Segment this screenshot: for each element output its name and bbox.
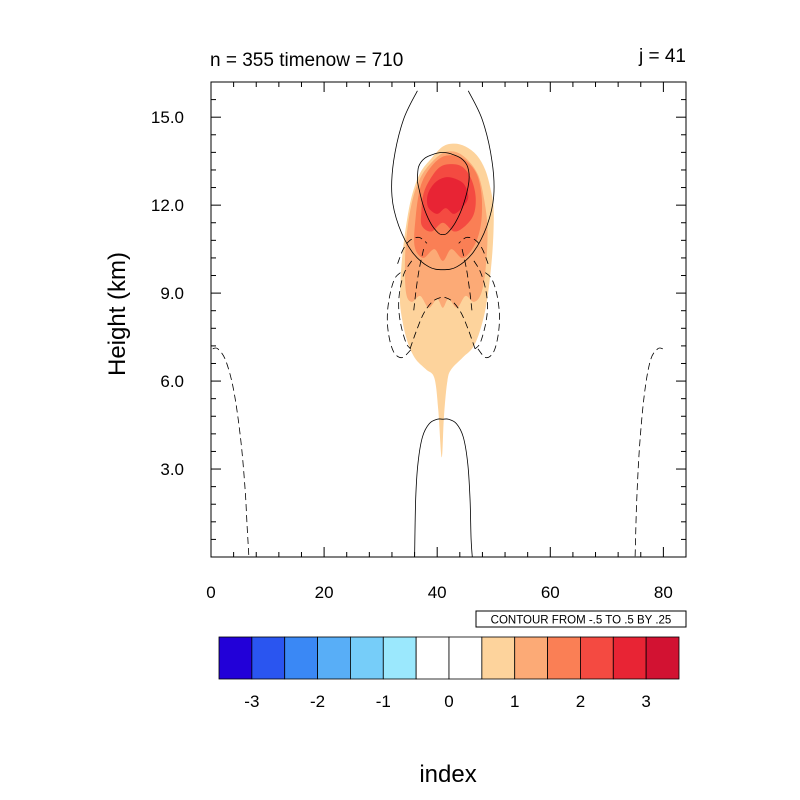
colorbar-tick-label: -2 (310, 692, 325, 711)
colorbar-box (580, 636, 614, 680)
filled-level-5 (426, 177, 469, 214)
y-tick-label: 6.0 (160, 372, 184, 391)
contour-dashed-8 (397, 236, 428, 264)
colorbar-tick-label: 2 (576, 692, 585, 711)
contour-dashed-4 (477, 272, 500, 359)
colorbar-box (481, 636, 516, 680)
contour-dashed-5 (398, 260, 413, 350)
colorbar-box (284, 636, 318, 680)
contour-dashed-2 (634, 347, 663, 557)
filled-contours (399, 143, 494, 458)
colorbar-box (448, 636, 483, 680)
x-tick-label: 20 (315, 583, 334, 602)
contour-info-box: CONTOUR FROM -.5 TO .5 BY .25 (475, 610, 687, 628)
x-tick-label: 80 (654, 583, 673, 602)
colorbar-box (612, 636, 647, 680)
contour-solid-3 (417, 151, 470, 235)
colorbar-box (514, 636, 548, 680)
colorbar-tick-label: -1 (376, 692, 391, 711)
y-tick-label: 15.0 (151, 108, 184, 127)
colorbar-tick-label: 3 (641, 692, 650, 711)
contour-dashed-7 (409, 296, 476, 349)
colorbar-box (251, 636, 286, 680)
chart-left-title: n = 355 timenow = 710 (210, 50, 403, 71)
x-tick-label: 40 (428, 583, 447, 602)
contour-info-frame (475, 610, 687, 628)
colorbar-tick-label: -3 (244, 692, 259, 711)
x-tick-label: 60 (541, 583, 560, 602)
contour-solid-1 (414, 418, 473, 557)
plot-axes: 0 20 40 60 80 3.0 6.0 9.0 12.0 15.0 (151, 81, 687, 602)
contour-dashed-10 (413, 249, 424, 314)
colorbar-box (317, 636, 351, 680)
y-tick-label: 12.0 (151, 196, 184, 215)
x-tick-label: 0 (206, 583, 215, 602)
contour-info-label: CONTOUR FROM -.5 TO .5 BY .25 (491, 615, 672, 627)
contour-dashed-9 (458, 236, 489, 264)
contour-dashed-6 (473, 260, 488, 350)
colorbar-box (547, 636, 581, 680)
contour-dashed-1 (212, 347, 250, 557)
colorbar-box (415, 636, 450, 680)
x-axis-label: index (419, 761, 476, 788)
contour-dashed-3 (386, 272, 412, 359)
colorbar-box (350, 636, 384, 680)
contour-dashed-11 (461, 249, 473, 314)
colorbar-box (218, 636, 253, 680)
contour-solid-2 (391, 90, 495, 271)
colorbar-box (645, 636, 680, 680)
y-axis-label: Height (km) (104, 252, 131, 376)
colorbar: -3 -2 -1 0 1 2 3 (218, 636, 680, 711)
chart-right-title: j = 41 (638, 46, 686, 67)
y-tick-label: 9.0 (160, 284, 184, 303)
contour-lines (212, 90, 663, 557)
colorbar-tick-label: 0 (444, 692, 453, 711)
y-tick-label: 3.0 (160, 460, 184, 479)
colorbar-box (382, 636, 417, 680)
colorbar-tick-label: 1 (510, 692, 519, 711)
plot-frame (210, 81, 687, 558)
